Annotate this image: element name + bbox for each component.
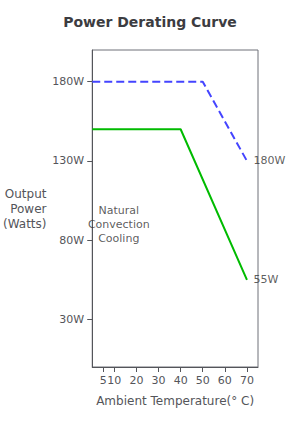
svg-text:Power Derating Curve: Power Derating Curve [63,14,237,30]
svg-text:30W: 30W [59,313,84,326]
svg-text:40: 40 [174,374,188,387]
svg-text:80W: 80W [59,234,84,247]
svg-text:50: 50 [196,374,210,387]
svg-text:180W: 180W [254,154,286,167]
svg-text:30: 30 [152,374,166,387]
svg-text:10: 10 [107,374,121,387]
svg-text:Output: Output [5,187,47,201]
svg-text:Convection: Convection [88,218,150,231]
svg-text:Ambient Temperature(° C): Ambient Temperature(° C) [96,394,254,408]
svg-text:(Watts): (Watts) [3,217,46,231]
svg-text:180W: 180W [52,75,84,88]
svg-text:5: 5 [100,374,107,387]
svg-text:60: 60 [218,374,232,387]
svg-text:55W: 55W [254,273,279,286]
svg-text:Natural: Natural [98,204,139,217]
svg-text:130W: 130W [52,154,84,167]
svg-text:Power: Power [10,202,46,216]
svg-text:70: 70 [240,374,254,387]
svg-text:Cooling: Cooling [98,232,139,245]
svg-text:20: 20 [129,374,143,387]
